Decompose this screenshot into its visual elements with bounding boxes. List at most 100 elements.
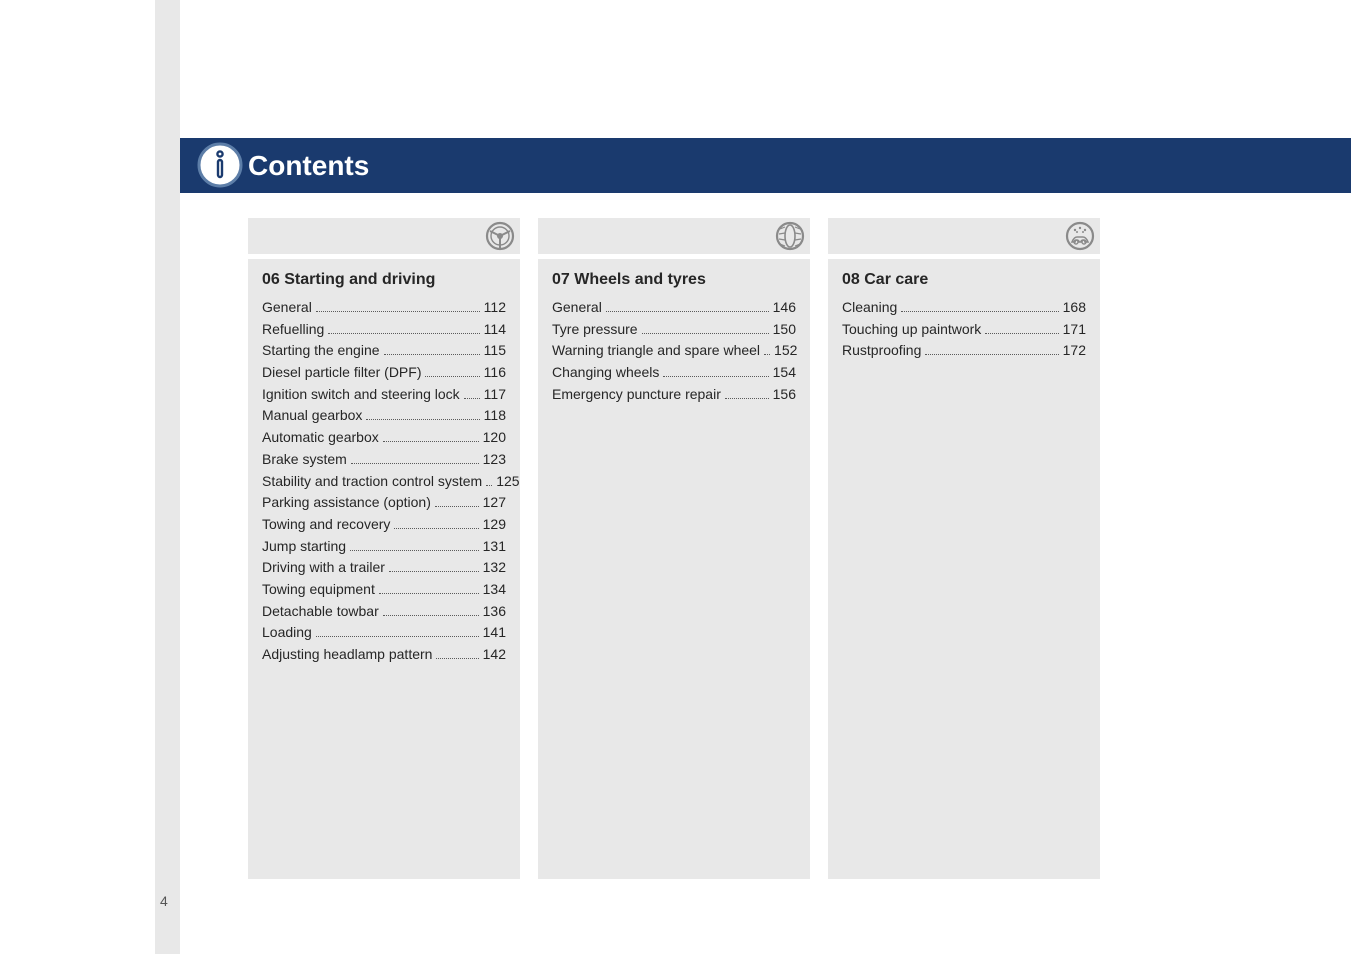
toc-row[interactable]: Loading141 [262,622,506,644]
toc-row[interactable]: Diesel particle filter (DPF)116 [262,362,506,384]
car-wash-icon [1064,220,1096,257]
toc-page-number: 112 [484,297,506,319]
toc-list-2: General 146 Tyre pressure 150Warning triang… [552,297,796,405]
toc-page-number: 150 [773,319,796,341]
toc-leader-dots [606,311,769,312]
toc-leader-dots [663,376,768,377]
toc-label: Detachable towbar [262,601,379,623]
toc-label: Manual gearbox [262,405,362,427]
toc-row[interactable]: Changing wheels154 [552,362,796,384]
toc-list-3: Cleaning168Touching up paintwork 171Rustp… [842,297,1086,362]
toc-label: Driving with a trailer [262,557,385,579]
toc-label: Tyre pressure [552,319,638,341]
toc-page-number: 120 [483,427,506,449]
header-bar: Contents [180,138,1351,193]
toc-leader-dots [351,463,479,464]
toc-page-number: 125 [496,471,519,493]
toc-page-number: 168 [1063,297,1086,319]
toc-page-number: 171 [1063,319,1086,341]
toc-leader-dots [486,485,492,486]
page-title: Contents [248,150,369,182]
toc-leader-dots [435,506,479,507]
toc-label: Parking assistance (option) [262,492,431,514]
toc-row[interactable]: Automatic gearbox 120 [262,427,506,449]
column-header-3 [828,218,1100,254]
toc-label: Towing equipment [262,579,375,601]
toc-page-number: 152 [774,340,797,362]
toc-page-number: 115 [484,340,506,362]
toc-row[interactable]: Driving with a trailer132 [262,557,506,579]
column-header-2 [538,218,810,254]
toc-label: Adjusting headlamp pattern [262,644,432,666]
toc-row[interactable]: Ignition switch and steering lock 117 [262,384,506,406]
toc-row[interactable]: Brake system 123 [262,449,506,471]
column-1: 06 Starting and driving General112Refuel… [248,259,520,879]
toc-page-number: 134 [483,579,506,601]
toc-leader-dots [383,615,479,616]
toc-row[interactable]: General 112 [262,297,506,319]
toc-row[interactable]: General 146 [552,297,796,319]
page: Contents 06 07 08 [0,0,1351,954]
toc-leader-dots [316,636,479,637]
toc-leader-dots [901,311,1058,312]
toc-leader-dots [350,550,479,551]
toc-page-number: 116 [484,362,506,384]
toc-row[interactable]: Refuelling 114 [262,319,506,341]
toc-leader-dots [642,333,769,334]
toc-row[interactable]: Stability and traction control system125 [262,471,506,493]
chapter-title-3: 08 Car care [842,271,1086,289]
toc-page-number: 114 [484,319,506,341]
toc-page-number: 172 [1063,340,1086,362]
toc-label: Touching up paintwork [842,319,981,341]
toc-leader-dots [436,658,478,659]
toc-label: General [552,297,602,319]
toc-row[interactable]: Rustproofing172 [842,340,1086,362]
toc-label: Starting the engine [262,340,380,362]
toc-row[interactable]: Starting the engine 115 [262,340,506,362]
toc-leader-dots [425,376,479,377]
toc-page-number: 142 [483,644,506,666]
toc-leader-dots [725,398,769,399]
toc-page-number: 123 [483,449,506,471]
steering-wheel-icon [484,220,516,257]
toc-leader-dots [328,333,479,334]
toc-leader-dots [379,593,479,594]
chapter-title-1: 06 Starting and driving [262,271,506,289]
toc-row[interactable]: Towing and recovery129 [262,514,506,536]
toc-row[interactable]: Detachable towbar136 [262,601,506,623]
toc-row[interactable]: Parking assistance (option)127 [262,492,506,514]
toc-page-number: 117 [484,384,506,406]
toc-row[interactable]: Warning triangle and spare wheel152 [552,340,796,362]
toc-label: Jump starting [262,536,346,558]
chapter-title-2: 07 Wheels and tyres [552,271,796,289]
toc-page-number: 146 [773,297,796,319]
toc-leader-dots [394,528,478,529]
toc-row[interactable]: Cleaning168 [842,297,1086,319]
toc-label: General [262,297,312,319]
column-header-row [248,218,1321,254]
toc-page-number: 156 [773,384,796,406]
toc-row[interactable]: Adjusting headlamp pattern 142 [262,644,506,666]
toc-label: Stability and traction control system [262,471,482,493]
toc-page-number: 154 [773,362,796,384]
toc-page-number: 118 [484,405,506,427]
toc-leader-dots [316,311,480,312]
toc-leader-dots [389,571,479,572]
toc-row[interactable]: Jump starting131 [262,536,506,558]
toc-label: Refuelling [262,319,324,341]
toc-label: Automatic gearbox [262,427,379,449]
toc-row[interactable]: Manual gearbox 118 [262,405,506,427]
toc-row[interactable]: Touching up paintwork 171 [842,319,1086,341]
page-number: 4 [160,893,168,909]
toc-row[interactable]: Tyre pressure 150 [552,319,796,341]
toc-row[interactable]: Towing equipment 134 [262,579,506,601]
toc-label: Ignition switch and steering lock [262,384,460,406]
toc-page-number: 141 [483,622,506,644]
margin-shade [155,0,180,954]
toc-label: Towing and recovery [262,514,390,536]
toc-list-1: General112Refuelling114Starting the engi… [262,297,506,666]
toc-row[interactable]: Emergency puncture repair156 [552,384,796,406]
toc-label: Brake system [262,449,347,471]
tyre-icon [774,220,806,257]
toc-leader-dots [384,354,480,355]
